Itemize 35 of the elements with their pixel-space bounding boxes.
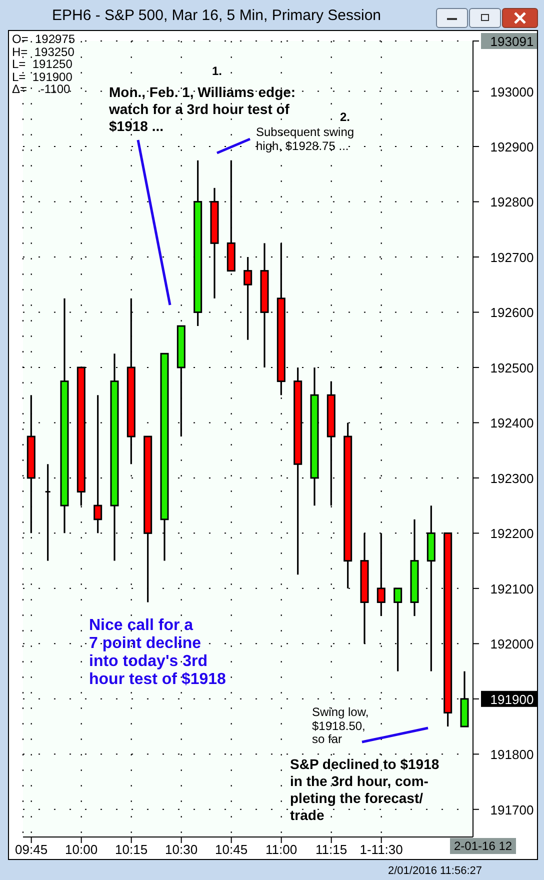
y-tick-label: 192400 [490,416,534,431]
x-tick-label: 09:45 [15,842,48,858]
chart-title: EPH6 - S&P 500, Mar 16, 5 Min, Primary Session [52,7,382,24]
annotation: Nice call for a 7 point decline into today's 3rd hour test of $1918 [89,617,226,689]
x-tick-label: 10:15 [115,842,148,858]
y-tick-label: 191900 [490,692,534,707]
annotation: 2. [340,110,350,124]
y-tick-label: 192000 [490,636,534,652]
x-tick-label: 10:45 [215,842,248,858]
y-tick-label: 191800 [490,747,534,762]
x-tick-label: 11:15 [316,842,348,858]
y-tick-label: 192300 [490,470,534,486]
x-tick-label: 11:00 [266,842,298,858]
x-tick-label: 1-11:30 [360,842,403,858]
y-tick-label: 192800 [490,194,534,210]
annotation: O= 192975 H= 193250 L= 191250 L= 191900 Δ= -1100 [12,32,76,96]
text: 2/01/2016 11:56:27 [388,864,482,878]
text: 2-01-16 12 [450,838,516,854]
annotation: Swing low, $1918.50, so far [312,705,369,746]
y-tick-label: 193000 [490,84,534,100]
y-tick-label: 191700 [490,802,534,818]
y-tick-label: 193091 [490,34,534,49]
x-tick-label: 10:30 [165,842,198,858]
y-tick-label: 192100 [490,581,534,596]
y-tick-label: 192900 [490,140,534,155]
annotation: Subsequent swing high, $1928.75 ... [256,125,354,153]
x-tick-label: 10:00 [65,842,98,858]
y-tick-label: 192600 [490,305,534,320]
candlestick [94,394,102,534]
annotation: 1. [212,64,222,78]
y-tick-label: 192200 [490,526,534,542]
annotation: S&P declined to $1918 in the 3rd hour, com- pleting the forecast/ trade [290,756,440,824]
y-tick-label: 192700 [490,250,534,265]
candlestick [244,256,252,341]
y-tick-label: 192500 [490,360,534,376]
